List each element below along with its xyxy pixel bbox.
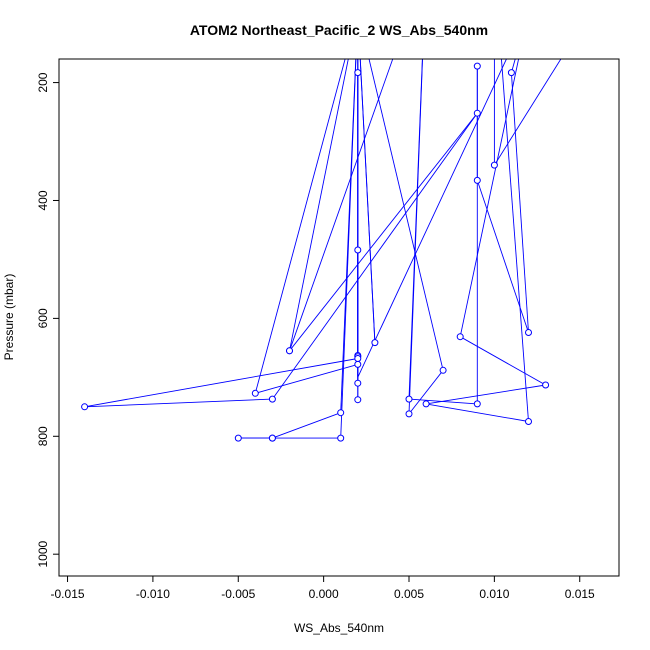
chart-title: ATOM2 Northeast_Pacific_2 WS_Abs_540nm — [190, 22, 488, 38]
series-line-segment — [426, 384, 546, 405]
series-line-segment — [289, 59, 349, 351]
series-line-segment — [357, 59, 507, 378]
data-point — [473, 109, 481, 117]
data-point — [251, 389, 259, 397]
data-point — [507, 69, 515, 77]
data-point — [490, 161, 498, 169]
series-line-segment — [254, 59, 346, 394]
y-tick-label: 1000 — [36, 541, 50, 568]
series-line-segment — [459, 336, 546, 386]
y-tick-label: 800 — [36, 426, 50, 446]
data-point — [456, 333, 464, 341]
data-point — [473, 62, 481, 70]
series-line-segment — [510, 72, 529, 333]
x-tick-label: 0.005 — [394, 587, 424, 601]
series-line-segment — [500, 59, 529, 422]
data-point — [405, 410, 413, 418]
series-line-segment — [426, 0, 528, 12]
series-line-segment — [494, 59, 562, 166]
data-point — [337, 434, 345, 442]
series-line-segment — [510, 59, 516, 73]
data-point — [354, 246, 362, 254]
x-tick-label: 0.015 — [565, 587, 595, 601]
series-line-segment — [359, 59, 376, 343]
series-line-segment — [476, 180, 529, 333]
series-line-segment — [289, 59, 394, 351]
data-point — [473, 176, 481, 184]
series-line-segment — [272, 412, 341, 439]
data-point — [81, 403, 89, 411]
series-line-segment — [272, 112, 478, 400]
x-axis-label: WS_Abs_540nm — [294, 621, 384, 635]
data-point — [439, 366, 447, 374]
data-point — [234, 434, 242, 442]
series-line-segment — [408, 59, 423, 414]
series-line-segment — [84, 398, 273, 408]
data-point — [354, 396, 362, 404]
series-line-segment — [84, 358, 358, 408]
series-line-segment — [368, 59, 444, 371]
data-point — [354, 355, 362, 362]
x-tick-label: 0.000 — [309, 587, 339, 601]
series-line-segment — [408, 59, 423, 400]
data-point — [405, 395, 413, 403]
x-axis: -0.015 -0.010 -0.005 0.000 0.005 0.010 0.015 — [51, 575, 595, 601]
data-point — [542, 381, 550, 389]
plot-frame — [58, 58, 620, 577]
y-tick-label: 400 — [36, 190, 50, 210]
series-line-segment — [340, 59, 357, 439]
series-line-segment — [408, 370, 444, 415]
data-point — [337, 409, 345, 417]
y-axis: 200 400 600 800 1000 — [36, 72, 60, 568]
x-tick-label: -0.015 — [51, 587, 85, 601]
x-tick-label: -0.010 — [136, 587, 170, 601]
y-axis-label: Pressure (mbar) — [2, 274, 16, 361]
data-point — [354, 360, 362, 368]
data-point — [525, 418, 532, 425]
data-point — [268, 395, 276, 403]
x-tick-label: -0.005 — [221, 587, 255, 601]
data-point — [286, 347, 293, 355]
data-point — [525, 329, 532, 336]
data-point — [268, 434, 276, 442]
data-point — [354, 69, 362, 77]
series-line-segment — [426, 403, 529, 422]
series-line-segment — [459, 59, 520, 337]
data-point — [371, 339, 379, 347]
plot-layer — [81, 0, 562, 442]
series-line-segment — [289, 112, 478, 352]
data-point — [473, 400, 481, 408]
x-tick-label: 0.010 — [479, 587, 509, 601]
y-tick-label: 200 — [36, 72, 50, 92]
data-point — [354, 379, 362, 387]
data-point — [422, 400, 430, 408]
series-line-segment — [255, 363, 358, 394]
y-tick-label: 600 — [36, 308, 50, 328]
